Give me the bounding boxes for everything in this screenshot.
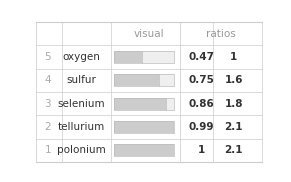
Text: ratios: ratios <box>206 29 236 39</box>
Bar <box>114 74 174 86</box>
Text: selenium: selenium <box>58 99 105 109</box>
Text: oxygen: oxygen <box>63 52 100 62</box>
Bar <box>159 74 174 86</box>
Bar <box>114 121 174 133</box>
Text: 2: 2 <box>44 122 51 132</box>
Text: 0.86: 0.86 <box>188 99 214 109</box>
Bar <box>166 98 174 110</box>
Bar <box>114 121 173 133</box>
Text: 1: 1 <box>197 145 205 155</box>
Bar <box>114 98 174 110</box>
Text: 5: 5 <box>44 52 51 62</box>
Text: 4: 4 <box>44 75 51 85</box>
Bar <box>114 144 174 156</box>
Text: 0.99: 0.99 <box>188 122 214 132</box>
Text: sulfur: sulfur <box>67 75 96 85</box>
Bar <box>114 74 159 86</box>
Text: 2.1: 2.1 <box>224 122 243 132</box>
Text: 2.1: 2.1 <box>224 145 243 155</box>
Text: 1.8: 1.8 <box>224 99 243 109</box>
Text: 1.6: 1.6 <box>224 75 243 85</box>
Text: 0.47: 0.47 <box>188 52 214 62</box>
Text: visual: visual <box>134 29 164 39</box>
Text: 0.75: 0.75 <box>188 75 214 85</box>
Text: 1: 1 <box>230 52 237 62</box>
Text: 3: 3 <box>44 99 51 109</box>
Bar <box>114 51 142 63</box>
Bar <box>114 51 174 63</box>
Text: 1: 1 <box>44 145 51 155</box>
Bar <box>114 98 166 110</box>
Text: polonium: polonium <box>57 145 106 155</box>
Bar <box>142 51 174 63</box>
Text: tellurium: tellurium <box>58 122 105 132</box>
Bar <box>114 144 174 156</box>
Bar <box>173 121 174 133</box>
